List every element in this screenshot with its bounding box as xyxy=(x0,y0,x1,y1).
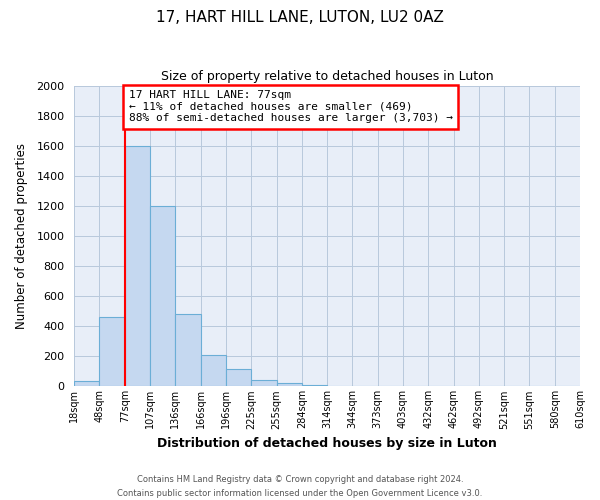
X-axis label: Distribution of detached houses by size in Luton: Distribution of detached houses by size … xyxy=(157,437,497,450)
Bar xyxy=(175,314,200,386)
Text: 17, HART HILL LANE, LUTON, LU2 0AZ: 17, HART HILL LANE, LUTON, LU2 0AZ xyxy=(156,10,444,25)
Bar xyxy=(277,384,302,386)
Bar xyxy=(200,355,226,386)
Bar xyxy=(100,317,125,386)
Bar xyxy=(251,380,277,386)
Bar xyxy=(150,206,175,386)
Y-axis label: Number of detached properties: Number of detached properties xyxy=(15,143,28,329)
Text: Contains HM Land Registry data © Crown copyright and database right 2024.
Contai: Contains HM Land Registry data © Crown c… xyxy=(118,476,482,498)
Bar xyxy=(74,381,100,386)
Title: Size of property relative to detached houses in Luton: Size of property relative to detached ho… xyxy=(161,70,493,83)
Bar xyxy=(226,369,251,386)
Bar xyxy=(125,146,150,386)
Text: 17 HART HILL LANE: 77sqm
← 11% of detached houses are smaller (469)
88% of semi-: 17 HART HILL LANE: 77sqm ← 11% of detach… xyxy=(128,90,452,124)
Bar xyxy=(302,385,327,386)
